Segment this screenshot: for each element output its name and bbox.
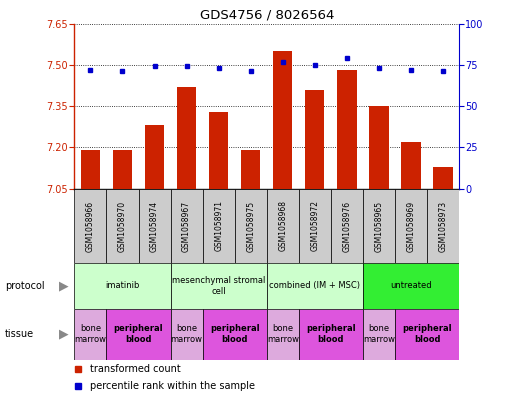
Bar [74,309,106,360]
Bar [234,189,267,263]
Bar [363,263,459,309]
Bar [170,189,203,263]
Bar [241,150,260,189]
Bar [395,309,459,360]
Text: GSM1058972: GSM1058972 [310,200,320,252]
Bar [145,125,164,189]
Bar [81,150,100,189]
Bar [267,189,299,263]
Bar [177,87,196,189]
Bar [267,263,363,309]
Text: protocol: protocol [5,281,45,291]
Text: peripheral
blood: peripheral blood [210,324,260,344]
Text: peripheral
blood: peripheral blood [306,324,356,344]
Text: GSM1058969: GSM1058969 [406,200,416,252]
Text: GSM1058970: GSM1058970 [118,200,127,252]
Bar [273,51,292,189]
Text: bone
marrow: bone marrow [74,324,106,344]
Bar [369,106,389,189]
Text: GSM1058974: GSM1058974 [150,200,159,252]
Text: GSM1058967: GSM1058967 [182,200,191,252]
Bar [299,309,363,360]
Text: ▶: ▶ [60,279,69,292]
Bar [74,263,170,309]
Bar [139,189,170,263]
Bar [337,70,357,189]
Bar [203,189,234,263]
Bar [299,189,331,263]
Bar [363,309,395,360]
Text: percentile rank within the sample: percentile rank within the sample [90,381,255,391]
Text: peripheral
blood: peripheral blood [402,324,452,344]
Bar [433,167,452,189]
Text: peripheral
blood: peripheral blood [114,324,163,344]
Text: GSM1058973: GSM1058973 [439,200,448,252]
Text: GSM1058966: GSM1058966 [86,200,95,252]
Text: tissue: tissue [5,329,34,339]
Text: combined (IM + MSC): combined (IM + MSC) [269,281,360,290]
Text: transformed count: transformed count [90,364,181,374]
Bar [170,263,267,309]
Bar [203,309,267,360]
Text: GSM1058971: GSM1058971 [214,200,223,252]
Text: GSM1058976: GSM1058976 [342,200,351,252]
Bar [363,189,395,263]
Text: GSM1058968: GSM1058968 [278,200,287,252]
Bar [331,189,363,263]
Bar [209,112,228,189]
Text: GSM1058965: GSM1058965 [374,200,384,252]
Text: GSM1058975: GSM1058975 [246,200,255,252]
Bar [401,142,421,189]
Bar [170,309,203,360]
Text: bone
marrow: bone marrow [171,324,203,344]
Bar [106,189,139,263]
Bar [113,150,132,189]
Bar [427,189,459,263]
Bar [395,189,427,263]
Text: mesenchymal stromal
cell: mesenchymal stromal cell [172,276,265,296]
Bar [267,309,299,360]
Text: ▶: ▶ [60,327,69,341]
Text: imatinib: imatinib [105,281,140,290]
Bar [74,189,106,263]
Title: GDS4756 / 8026564: GDS4756 / 8026564 [200,8,334,21]
Bar [305,90,324,189]
Text: bone
marrow: bone marrow [363,324,395,344]
Bar [106,309,170,360]
Text: untreated: untreated [390,281,432,290]
Text: bone
marrow: bone marrow [267,324,299,344]
